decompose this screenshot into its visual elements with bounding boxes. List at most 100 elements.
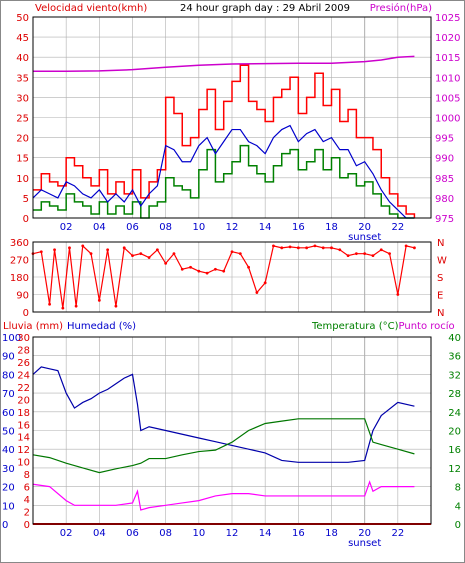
temperature-label: Temperatura (°C)Punto rocío: [311, 320, 455, 332]
humidity-axis-tick: 70: [2, 389, 15, 400]
humidity-axis-tick: 90: [2, 352, 15, 363]
direction-point: [222, 269, 226, 273]
direction-point: [81, 244, 85, 248]
direction-point: [288, 245, 292, 249]
direction-point: [164, 261, 168, 265]
rain-label: Lluvia (mm): [3, 321, 63, 332]
wind-axis-tick: 50: [16, 13, 29, 24]
direction-point: [53, 248, 56, 252]
panel-frame: [32, 336, 432, 525]
direction-point: [272, 244, 275, 248]
wind-axis-tick: 35: [16, 73, 29, 84]
pressure-axis-tick: 985: [435, 174, 454, 185]
hour-tick-label: 06: [126, 528, 139, 539]
humidity-axis-tick: 10: [2, 501, 15, 512]
rain-axis-tick: 2: [24, 508, 30, 519]
humidity-axis-tick: 50: [2, 427, 15, 438]
chart-title: 24 hour graph day : 29 Abril 2009: [180, 3, 350, 14]
series-temperature-line: [32, 418, 415, 474]
direction-point: [346, 254, 350, 258]
temperature-axis-tick: 40: [448, 333, 461, 344]
rain-axis-tick: 8: [24, 470, 30, 481]
temperature-axis-tick: 0: [455, 520, 461, 531]
direction-point: [305, 246, 309, 250]
hour-tick-label: 08: [159, 528, 172, 539]
direction-point: [388, 252, 391, 256]
hour-tick-label: 18: [325, 222, 338, 233]
panel-frame: [32, 241, 432, 313]
rain-axis-tick: 6: [24, 483, 30, 494]
temperature-axis-tick: 16: [448, 445, 461, 456]
direction-point: [106, 248, 110, 252]
direction-point: [68, 246, 71, 250]
series-humidity-line: [32, 366, 415, 463]
humidity-axis-tick: 30: [2, 464, 15, 475]
rain-axis-tick: 28: [17, 345, 30, 356]
hour-tick-label: 16: [292, 222, 305, 233]
direction-point: [139, 252, 143, 256]
direction-point: [197, 269, 201, 273]
hour-tick-label: 10: [192, 528, 205, 539]
direction-point: [61, 306, 65, 310]
pressure-axis-tick: 975: [435, 214, 454, 225]
rain-axis-tick: 24: [17, 370, 30, 381]
humidity-axis-tick: 100: [2, 333, 21, 344]
temperature-axis-tick: 8: [455, 483, 461, 494]
wind-axis-tick: 40: [16, 53, 29, 64]
direction-point: [189, 265, 192, 269]
direction-axis-tick: 360: [10, 238, 29, 249]
direction-point: [230, 250, 234, 254]
direction-point: [39, 250, 43, 254]
direction-point: [147, 256, 151, 259]
hour-tick-label: 08: [159, 222, 172, 233]
compass-tick: N: [437, 308, 444, 319]
rain-axis-tick: 10: [17, 458, 30, 469]
hour-tick-label: 14: [259, 528, 272, 539]
direction-point: [396, 293, 400, 296]
wind-axis-tick: 5: [23, 194, 29, 205]
rain-axis-tick: 12: [17, 445, 30, 456]
temperature-axis-tick: 28: [448, 389, 461, 400]
rain-axis-tick: 4: [24, 495, 30, 506]
wind-axis-tick: 0: [23, 214, 29, 225]
humidity-axis-tick: 0: [2, 520, 8, 531]
hour-tick-label: 04: [93, 528, 106, 539]
pressure-axis-tick: 1000: [435, 114, 460, 125]
pressure-label: Presión(hPa): [370, 2, 432, 14]
direction-point: [238, 252, 242, 256]
humidity-axis-tick: 80: [2, 370, 15, 381]
direction-point: [296, 246, 300, 250]
pressure-axis-tick: 995: [435, 134, 454, 145]
direction-point: [263, 281, 267, 285]
direction-point: [122, 246, 126, 250]
humidity-axis-tick: 20: [2, 483, 15, 494]
direction-point: [379, 248, 383, 252]
direction-point: [354, 252, 358, 256]
temperature-axis-tick: 32: [448, 370, 461, 381]
direction-point: [247, 265, 250, 269]
direction-axis-tick: 180: [10, 273, 29, 284]
wind-axis-tick: 15: [16, 154, 29, 165]
wind-axis-tick: 10: [16, 174, 29, 185]
dew-point-label-text: Punto rocío: [399, 320, 455, 332]
sunset-label: sunset: [348, 232, 381, 243]
direction-point: [371, 254, 375, 258]
compass-tick: W: [437, 256, 447, 267]
direction-point: [338, 248, 342, 252]
direction-point: [280, 246, 284, 250]
rain-axis-tick: 14: [17, 433, 30, 444]
hour-tick-label: 14: [259, 222, 272, 233]
wind-axis-tick: 20: [16, 134, 29, 145]
wind-speed-label: Velocidad viento(kmh): [35, 3, 147, 14]
temperature-axis-tick: 4: [455, 501, 461, 512]
compass-tick: N: [437, 238, 444, 249]
hour-tick-label: 02: [60, 528, 73, 539]
hour-tick-label: 22: [391, 222, 404, 233]
direction-point: [313, 244, 317, 248]
pressure-axis-tick: 1015: [435, 53, 460, 64]
hour-tick-label: 18: [325, 528, 338, 539]
direction-point: [330, 246, 333, 250]
pressure-axis-tick: 980: [435, 194, 454, 205]
direction-point: [74, 304, 78, 308]
hour-tick-label: 10: [192, 222, 205, 233]
